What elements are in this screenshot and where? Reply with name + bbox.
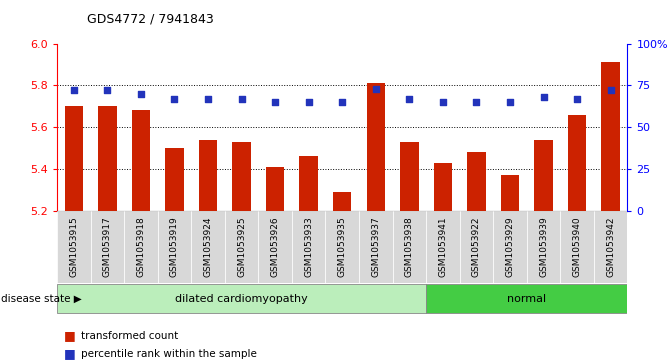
Text: GSM1053942: GSM1053942 <box>606 216 615 277</box>
Bar <box>534 139 553 211</box>
Bar <box>98 106 117 211</box>
Bar <box>199 139 217 211</box>
Bar <box>165 148 184 211</box>
Point <box>303 99 314 105</box>
Bar <box>132 110 150 211</box>
Text: disease state ▶: disease state ▶ <box>1 294 81 303</box>
Point <box>169 96 180 102</box>
FancyBboxPatch shape <box>560 211 594 283</box>
Bar <box>433 163 452 211</box>
Text: transformed count: transformed count <box>81 331 178 341</box>
Point <box>605 87 616 93</box>
Point <box>102 87 113 93</box>
FancyBboxPatch shape <box>91 211 124 283</box>
Bar <box>501 175 519 211</box>
FancyBboxPatch shape <box>225 211 258 283</box>
Point <box>203 96 213 102</box>
FancyBboxPatch shape <box>460 211 493 283</box>
Text: GSM1053915: GSM1053915 <box>69 216 79 277</box>
FancyBboxPatch shape <box>258 211 292 283</box>
FancyBboxPatch shape <box>191 211 225 283</box>
Text: GSM1053941: GSM1053941 <box>438 216 448 277</box>
FancyBboxPatch shape <box>359 211 393 283</box>
FancyBboxPatch shape <box>493 211 527 283</box>
Text: GSM1053935: GSM1053935 <box>338 216 347 277</box>
Point <box>572 96 582 102</box>
Bar <box>64 106 83 211</box>
Point <box>404 96 415 102</box>
FancyBboxPatch shape <box>158 211 191 283</box>
Bar <box>568 114 586 211</box>
Bar <box>467 152 486 211</box>
FancyBboxPatch shape <box>57 211 91 283</box>
Bar <box>299 156 318 211</box>
Bar <box>266 167 285 211</box>
Text: dilated cardiomyopathy: dilated cardiomyopathy <box>175 294 308 303</box>
Point <box>337 99 348 105</box>
FancyBboxPatch shape <box>594 211 627 283</box>
Point <box>437 99 448 105</box>
FancyBboxPatch shape <box>325 211 359 283</box>
Text: GSM1053922: GSM1053922 <box>472 216 481 277</box>
Text: GSM1053919: GSM1053919 <box>170 216 179 277</box>
Bar <box>601 62 620 211</box>
Text: GSM1053917: GSM1053917 <box>103 216 112 277</box>
Text: GSM1053938: GSM1053938 <box>405 216 414 277</box>
Point <box>136 91 146 97</box>
FancyBboxPatch shape <box>527 211 560 283</box>
Text: GSM1053937: GSM1053937 <box>371 216 380 277</box>
Point <box>538 94 549 100</box>
Bar <box>366 83 385 211</box>
Text: percentile rank within the sample: percentile rank within the sample <box>81 349 256 359</box>
Bar <box>333 192 352 211</box>
Text: GSM1053933: GSM1053933 <box>304 216 313 277</box>
FancyBboxPatch shape <box>426 284 627 313</box>
Bar <box>232 142 251 211</box>
Text: GSM1053940: GSM1053940 <box>572 216 582 277</box>
Point <box>471 99 482 105</box>
Text: GSM1053939: GSM1053939 <box>539 216 548 277</box>
Point <box>270 99 280 105</box>
FancyBboxPatch shape <box>292 211 325 283</box>
Point <box>505 99 515 105</box>
Text: ■: ■ <box>64 329 76 342</box>
Bar <box>400 142 419 211</box>
Text: GDS4772 / 7941843: GDS4772 / 7941843 <box>87 13 214 26</box>
Text: GSM1053924: GSM1053924 <box>203 216 213 277</box>
FancyBboxPatch shape <box>393 211 426 283</box>
Point <box>68 87 79 93</box>
Text: normal: normal <box>507 294 546 303</box>
Text: GSM1053929: GSM1053929 <box>505 216 515 277</box>
Text: GSM1053926: GSM1053926 <box>270 216 280 277</box>
Point <box>236 96 247 102</box>
Text: ■: ■ <box>64 347 76 360</box>
Text: GSM1053925: GSM1053925 <box>237 216 246 277</box>
Text: GSM1053918: GSM1053918 <box>136 216 146 277</box>
FancyBboxPatch shape <box>124 211 158 283</box>
Point <box>370 86 381 91</box>
FancyBboxPatch shape <box>426 211 460 283</box>
FancyBboxPatch shape <box>57 284 426 313</box>
